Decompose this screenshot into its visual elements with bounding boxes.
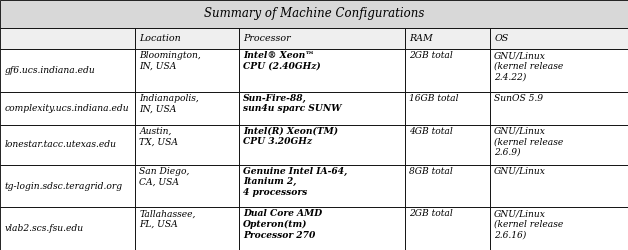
Text: complexity.ucs.indiana.edu: complexity.ucs.indiana.edu [4, 104, 129, 113]
Text: Tallahassee,
FL, USA: Tallahassee, FL, USA [139, 209, 196, 229]
Bar [239, 125, 405, 165]
Bar [0, 165, 135, 208]
Text: OS: OS [494, 34, 509, 43]
Text: 8GB total: 8GB total [409, 167, 453, 176]
Bar [405, 92, 490, 125]
Text: 2GB total: 2GB total [409, 51, 453, 60]
Bar [0, 28, 135, 49]
Text: lonestar.tacc.utexas.edu: lonestar.tacc.utexas.edu [4, 140, 116, 149]
Text: tg-login.sdsc.teragrid.org: tg-login.sdsc.teragrid.org [4, 182, 122, 191]
Text: Genuine Intel IA-64,
Itanium 2,
4 processors: Genuine Intel IA-64, Itanium 2, 4 proces… [243, 167, 347, 197]
Text: RAM: RAM [409, 34, 433, 43]
Bar [239, 165, 405, 208]
Bar [239, 28, 405, 49]
Bar [135, 208, 239, 250]
Text: GNU/Linux
(kernel release
2.4.22): GNU/Linux (kernel release 2.4.22) [494, 51, 563, 82]
Bar [490, 28, 628, 49]
Bar [490, 208, 628, 250]
Text: Intel® Xeon™
CPU (2.40GHz): Intel® Xeon™ CPU (2.40GHz) [243, 51, 321, 71]
Bar [405, 125, 490, 165]
Bar [490, 92, 628, 125]
Bar [490, 49, 628, 92]
Text: Summary of Machine Configurations: Summary of Machine Configurations [204, 8, 424, 20]
Bar [405, 28, 490, 49]
Text: Austin,
TX, USA: Austin, TX, USA [139, 126, 178, 146]
Text: San Diego,
CA, USA: San Diego, CA, USA [139, 167, 190, 186]
Text: GNU/Linux
(kernel release
2.6.16): GNU/Linux (kernel release 2.6.16) [494, 209, 563, 240]
Bar [0, 125, 135, 165]
Bar [239, 92, 405, 125]
Text: gf6.ucs.indiana.edu: gf6.ucs.indiana.edu [4, 66, 95, 75]
Text: GNU/Linux
(kernel release
2.6.9): GNU/Linux (kernel release 2.6.9) [494, 126, 563, 157]
Text: 16GB total: 16GB total [409, 94, 459, 103]
Bar [239, 49, 405, 92]
Bar [490, 125, 628, 165]
Bar [239, 208, 405, 250]
Bar [0, 208, 135, 250]
Text: Sun-Fire-88,
sun4u sparc SUNW: Sun-Fire-88, sun4u sparc SUNW [243, 94, 342, 114]
Text: vlab2.scs.fsu.edu: vlab2.scs.fsu.edu [4, 224, 84, 233]
Text: Intel(R) Xeon(TM)
CPU 3.20GHz: Intel(R) Xeon(TM) CPU 3.20GHz [243, 126, 338, 146]
Text: GNU/Linux: GNU/Linux [494, 167, 546, 176]
Bar [135, 92, 239, 125]
Bar [405, 208, 490, 250]
Text: Dual Core AMD
Opteron(tm)
Processor 270: Dual Core AMD Opteron(tm) Processor 270 [243, 209, 322, 240]
Bar [490, 165, 628, 208]
Bar [405, 49, 490, 92]
Text: Indianapolis,
IN, USA: Indianapolis, IN, USA [139, 94, 199, 114]
Bar [0, 0, 628, 28]
Bar [0, 49, 135, 92]
Bar [0, 92, 135, 125]
Text: 2GB total: 2GB total [409, 209, 453, 218]
Bar [135, 49, 239, 92]
Bar [405, 165, 490, 208]
Bar [135, 28, 239, 49]
Bar [135, 125, 239, 165]
Text: 4GB total: 4GB total [409, 126, 453, 136]
Text: Processor: Processor [243, 34, 291, 43]
Bar [135, 165, 239, 208]
Text: SunOS 5.9: SunOS 5.9 [494, 94, 543, 103]
Text: Bloomington,
IN, USA: Bloomington, IN, USA [139, 51, 201, 71]
Text: Location: Location [139, 34, 181, 43]
